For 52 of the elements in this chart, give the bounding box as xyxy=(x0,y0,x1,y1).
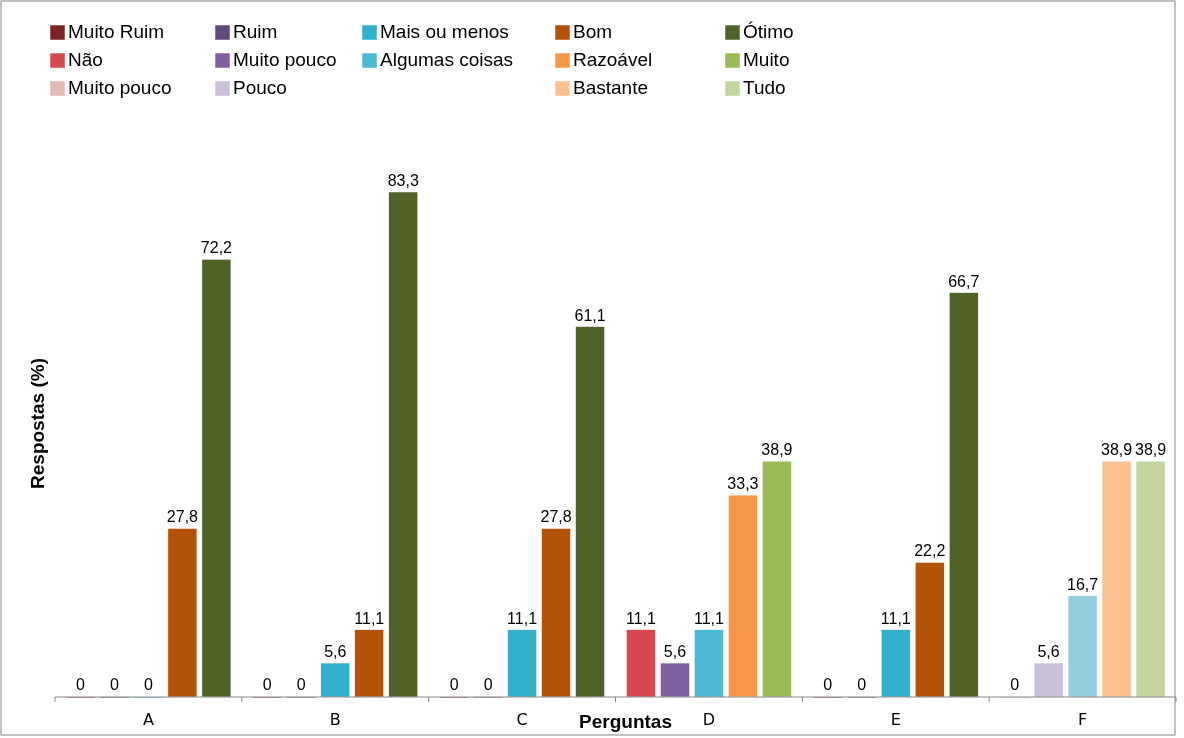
data-label: 27,8 xyxy=(540,508,572,526)
legend-label: Tudo xyxy=(743,77,786,98)
legend-label: Mais ou menos xyxy=(380,21,509,42)
data-label: 5,6 xyxy=(324,643,347,661)
data-label: 38,9 xyxy=(1101,441,1133,459)
data-label: 0 xyxy=(296,676,306,693)
data-label: 0 xyxy=(75,676,85,693)
data-label: 38,9 xyxy=(761,441,793,459)
legend-label: Muito xyxy=(743,49,790,70)
data-label: 0 xyxy=(823,676,833,693)
data-label: 0 xyxy=(262,676,272,693)
y-axis-title: Respostas (%) xyxy=(27,358,48,489)
data-label: 0 xyxy=(143,676,153,693)
legend-label: Não xyxy=(68,49,103,70)
legend-label: Razoável xyxy=(573,49,653,70)
legend-label: Ruim xyxy=(233,21,278,42)
x-tick-label: C xyxy=(516,710,528,729)
data-label: 61,1 xyxy=(574,306,606,324)
data-label: 22,2 xyxy=(914,542,946,560)
data-label: 0 xyxy=(483,676,493,693)
data-label: 66,7 xyxy=(948,272,980,290)
data-label: 0 xyxy=(857,676,867,693)
data-label: 5,6 xyxy=(1037,643,1060,661)
data-label: 38,9 xyxy=(1135,441,1167,459)
x-tick-label: A xyxy=(142,710,154,729)
data-label: 11,1 xyxy=(880,609,911,627)
x-axis-title: Perguntas xyxy=(579,711,672,732)
legend-label: Algumas coisas xyxy=(380,49,514,70)
data-label: 0 xyxy=(1010,676,1020,693)
data-label: 11,1 xyxy=(693,609,724,627)
x-tick-label: F xyxy=(1077,710,1088,729)
legend-label: Pouco xyxy=(233,77,287,98)
data-label: 0 xyxy=(109,676,119,693)
data-label: 27,8 xyxy=(166,508,199,526)
data-label: 83,3 xyxy=(387,172,419,189)
legend-label: Muito pouco xyxy=(68,77,172,98)
data-label: 11,1 xyxy=(354,609,385,627)
data-label: 0 xyxy=(449,676,459,693)
data-label: 5,6 xyxy=(663,643,687,661)
legend-label: Muito Ruim xyxy=(68,21,165,42)
x-tick-label: E xyxy=(890,710,901,729)
data-label: 11,1 xyxy=(625,609,656,627)
legend-label: Bastante xyxy=(573,77,648,98)
legend-label: Ótimo xyxy=(743,21,794,42)
data-label: 16,7 xyxy=(1067,575,1099,593)
x-tick-label: D xyxy=(702,710,716,729)
data-label: 72,2 xyxy=(200,239,233,257)
data-label: 33,3 xyxy=(727,475,759,493)
legend-label: Muito pouco xyxy=(233,49,337,70)
legend-label: Bom xyxy=(573,21,613,42)
x-tick-label: B xyxy=(329,710,341,729)
data-label: 11,1 xyxy=(507,609,538,627)
